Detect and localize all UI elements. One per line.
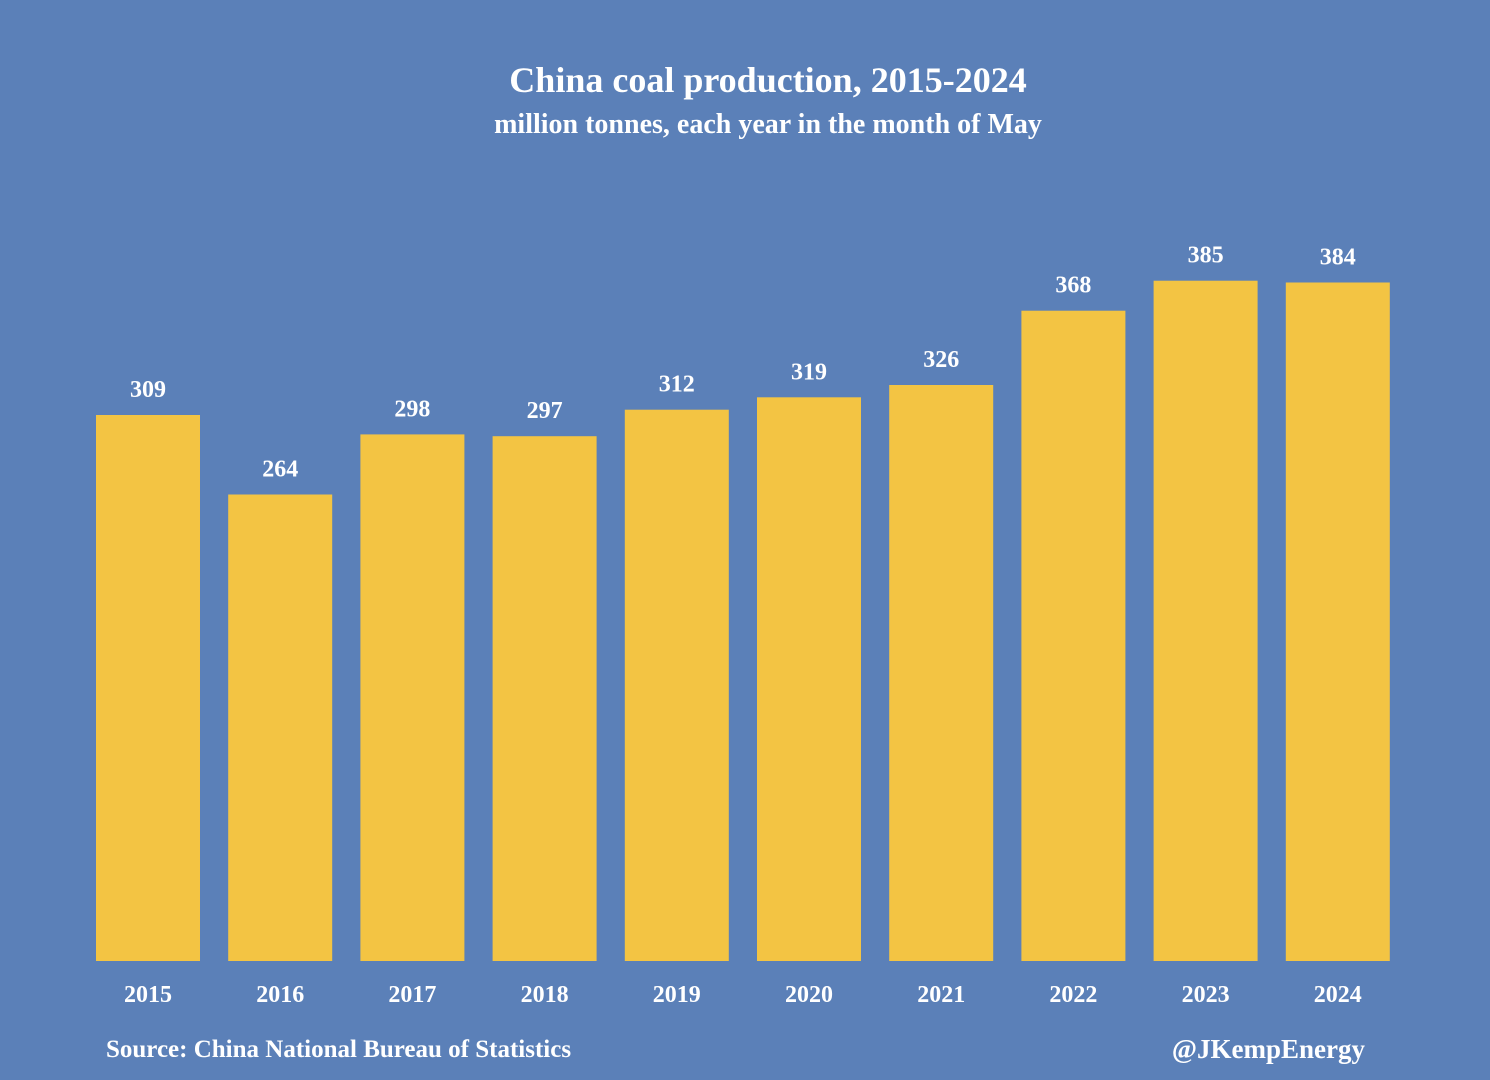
value-labels-layer: 309 264 298 297 312 319 326 368 385 384 (130, 243, 1356, 483)
bars-layer (96, 280, 1390, 961)
value-label-2018: 297 (527, 398, 563, 424)
x-axis-tick-labels: 2015 2016 2017 2018 2019 2020 2021 2022 2023 2024 (124, 982, 1362, 1008)
value-label-2023: 385 (1188, 243, 1224, 269)
x-tick-2018: 2018 (521, 982, 569, 1008)
x-tick-2019: 2019 (653, 982, 701, 1008)
value-label-2015: 309 (130, 377, 166, 403)
source-note: Source: China National Bureau of Statist… (106, 1036, 571, 1063)
x-tick-2023: 2023 (1182, 982, 1230, 1008)
bar-2015 (96, 415, 200, 961)
value-label-2022: 368 (1055, 273, 1091, 299)
author-credit: @JKempEnergy (1172, 1034, 1366, 1064)
value-label-2021: 326 (923, 347, 959, 373)
bar-2020 (757, 397, 861, 961)
x-tick-2015: 2015 (124, 982, 172, 1008)
x-tick-2024: 2024 (1314, 982, 1362, 1008)
bar-2018 (492, 436, 597, 961)
bar-2023 (1153, 280, 1258, 961)
x-tick-2020: 2020 (785, 982, 833, 1008)
bar-2021 (889, 385, 994, 961)
value-label-2019: 312 (659, 372, 695, 398)
bar-2024 (1285, 282, 1390, 961)
x-tick-2016: 2016 (256, 982, 304, 1008)
bar-2016 (228, 494, 333, 961)
x-tick-2017: 2017 (388, 982, 436, 1008)
x-tick-2022: 2022 (1049, 982, 1097, 1008)
bar-2019 (624, 409, 729, 961)
chart-subtitle: million tonnes, each year in the month o… (494, 109, 1042, 140)
value-label-2024: 384 (1320, 245, 1356, 271)
x-tick-2021: 2021 (917, 982, 965, 1008)
value-label-2020: 319 (791, 359, 827, 385)
bar-2017 (360, 434, 465, 961)
value-label-2017: 298 (394, 396, 430, 422)
chart-title: China coal production, 2015-2024 (509, 60, 1026, 100)
bar-2022 (1021, 310, 1126, 961)
value-label-2016: 264 (262, 457, 298, 483)
